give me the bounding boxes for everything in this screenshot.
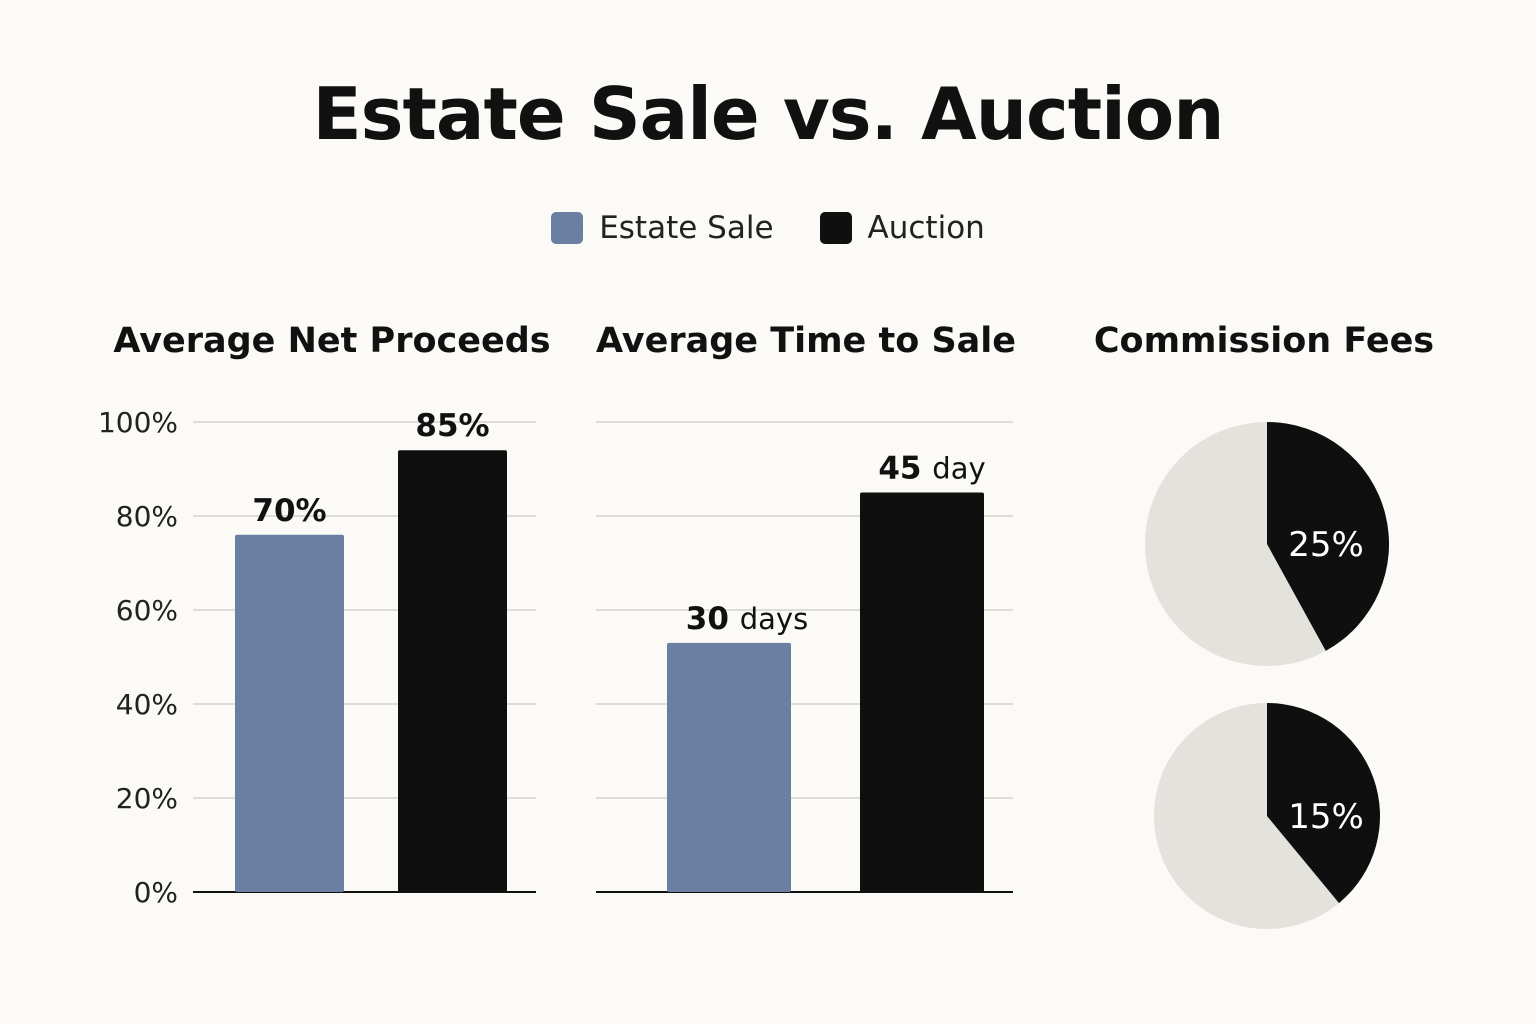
commission-pies: 25% 15% [1145, 422, 1389, 929]
pie-slice-1 [1267, 422, 1389, 651]
panel-average-time-to-sale: Average Time to Sale 30 days 45 day [596, 321, 1016, 893]
proceeds-bar-auction [398, 450, 507, 892]
proceeds-data-label: 85% [415, 408, 489, 444]
proceeds-bars [235, 450, 507, 892]
proceeds-y-tick-label: 100% [98, 406, 178, 439]
time-bar-auction [860, 492, 984, 892]
pie-label-1: 25% [1288, 525, 1364, 565]
panel-title-average-net-proceeds: Average Net Proceeds [113, 321, 550, 361]
panel-average-net-proceeds: Average Net Proceeds 0%20%40%60%80%100% … [98, 321, 551, 909]
proceeds-y-tick-label: 0% [134, 876, 178, 909]
time-bars [667, 492, 984, 892]
legend-swatch-estate-sale [551, 212, 584, 244]
panel-title-commission-fees: Commission Fees [1094, 321, 1434, 361]
panel-commission-fees: Commission Fees 25% 15% [1094, 321, 1434, 929]
pie-slice-2 [1267, 703, 1380, 904]
time-data-labels: 30 days 45 day [686, 451, 986, 637]
proceeds-data-labels: 70% 85% [252, 408, 489, 529]
proceeds-y-ticks: 0% 20% 40% 60% 80% 100% [98, 406, 178, 909]
panel-title-average-time-to-sale: Average Time to Sale [596, 321, 1016, 361]
time-bar-estate-sale [667, 642, 791, 892]
proceeds-y-tick-label: 40% [116, 688, 178, 721]
proceeds-y-tick-label: 60% [116, 594, 178, 627]
legend-label-auction: Auction [867, 210, 985, 246]
chart-main-title: Estate Sale vs. Auction [312, 72, 1224, 156]
legend-item-auction: Auction [819, 210, 985, 246]
legend-swatch-auction [819, 212, 852, 244]
proceeds-y-tick-label: 80% [116, 500, 178, 533]
legend: Estate Sale Auction [0, 206, 1536, 250]
legend-item-estate-sale: Estate Sale [551, 210, 774, 246]
proceeds-y-tick-label: 20% [116, 782, 178, 815]
pie-label-2: 15% [1288, 797, 1364, 837]
proceeds-bar-estate-sale [235, 534, 344, 892]
time-data-label: 30 days [686, 601, 808, 637]
legend-label-estate-sale: Estate Sale [599, 210, 774, 246]
time-data-label: 45 day [878, 451, 985, 487]
proceeds-data-label: 70% [252, 493, 326, 529]
